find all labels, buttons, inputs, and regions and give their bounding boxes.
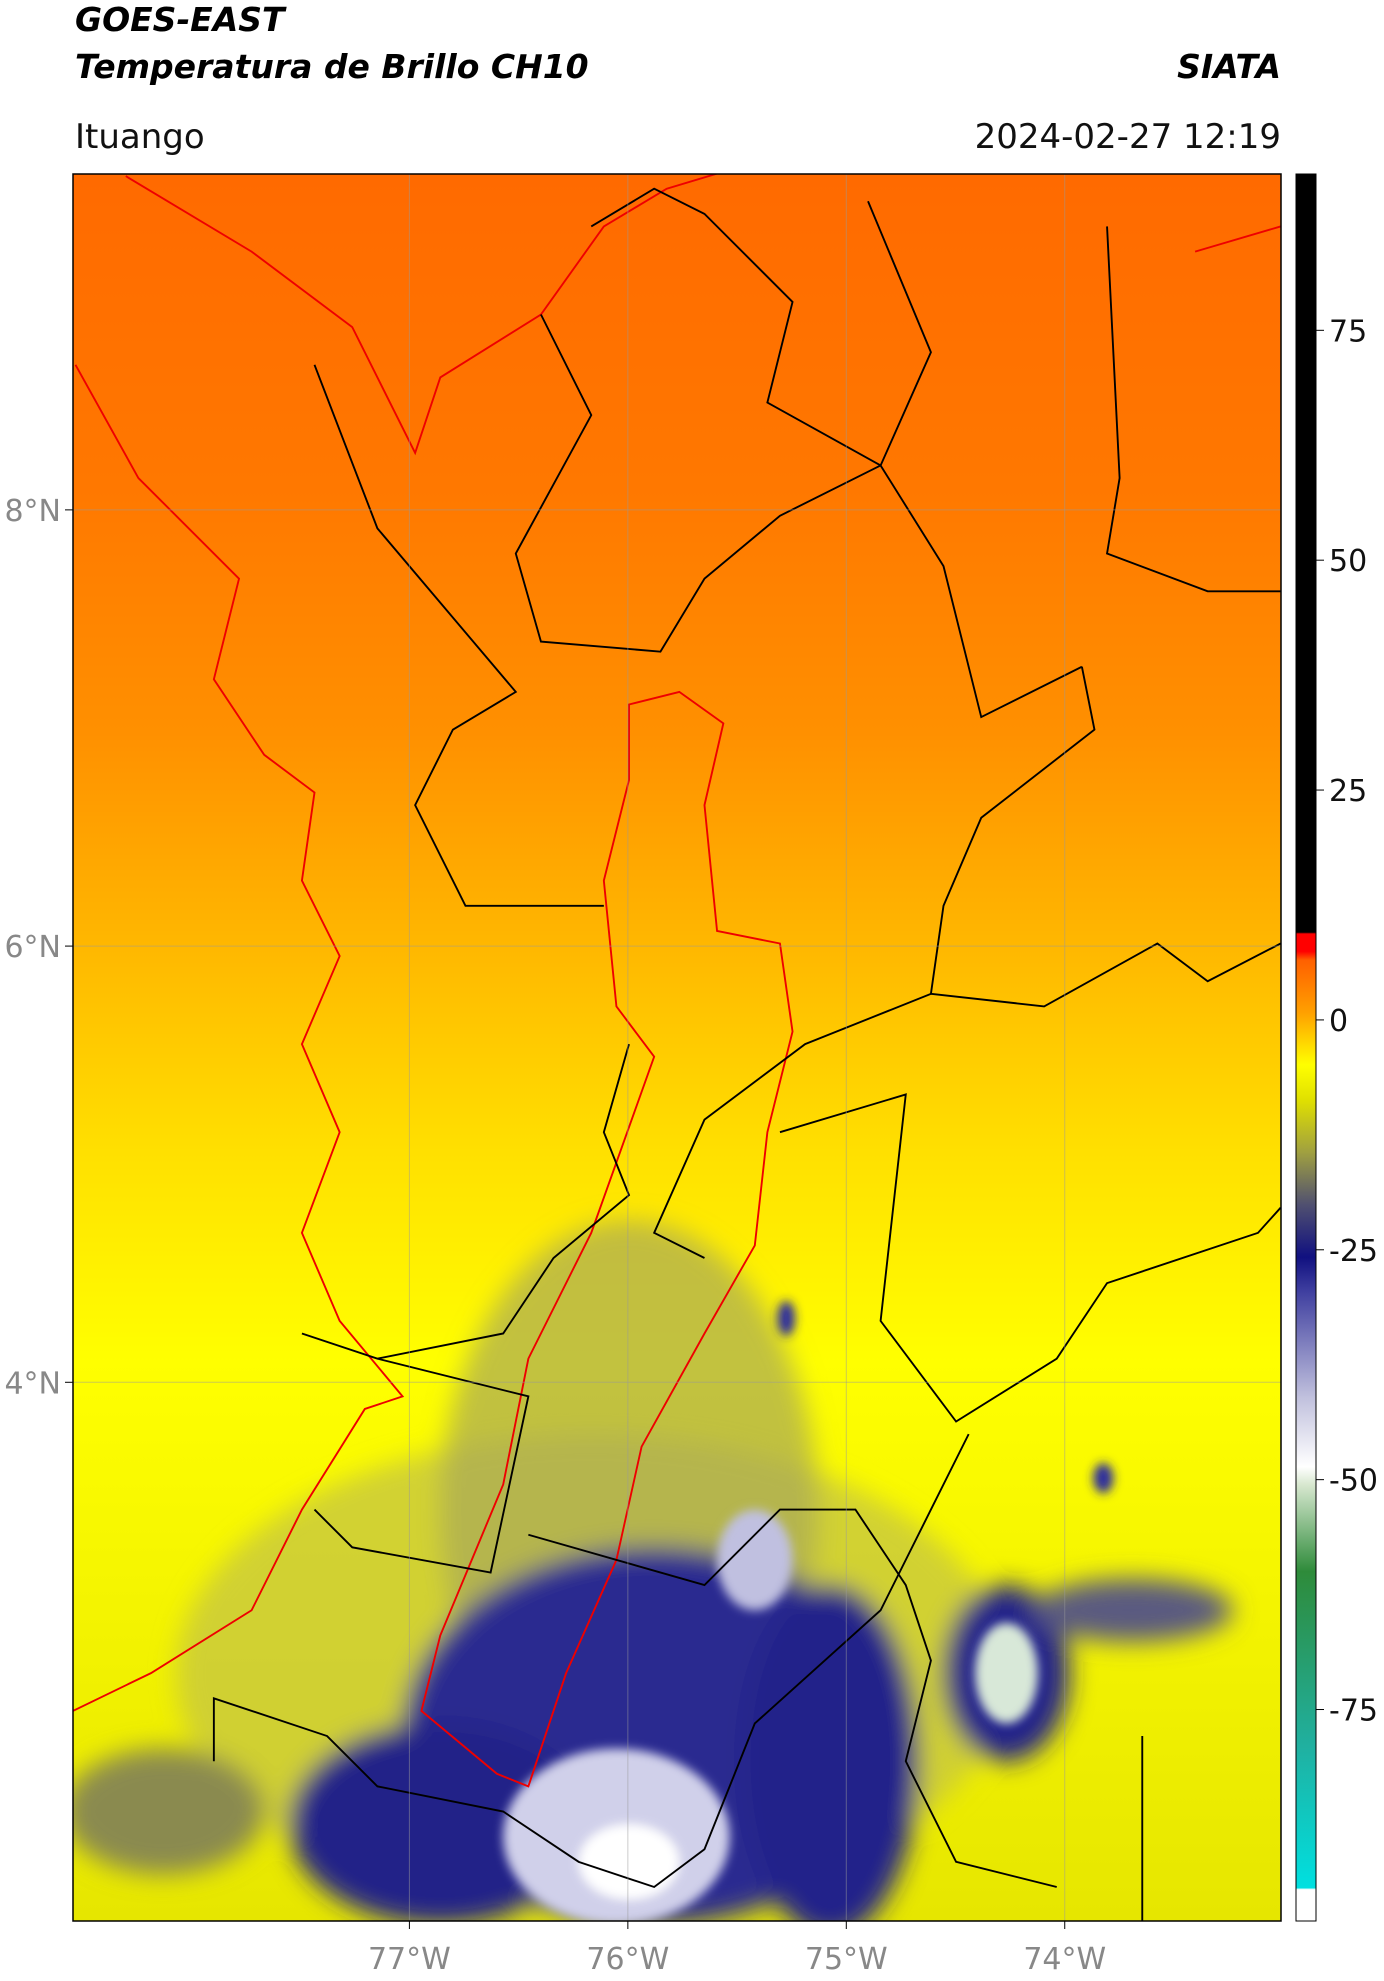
colorbar-tick-label: 0 bbox=[1329, 1004, 1348, 1039]
colorbar-ticks: 75 50 25 0 -25 -50 -75 bbox=[1316, 314, 1378, 1729]
colorbar-tick-label: -25 bbox=[1329, 1234, 1378, 1269]
x-tick-label: 75°W bbox=[805, 1942, 888, 1977]
colorbar-tick-label: -75 bbox=[1329, 1694, 1378, 1729]
y-tick-label: 8°N bbox=[4, 494, 61, 529]
x-tick-label: 77°W bbox=[368, 1942, 451, 1977]
timestamp: 2024-02-27 12:19 bbox=[975, 117, 1281, 157]
colorbar-tick-label: -50 bbox=[1329, 1464, 1378, 1499]
colorbar bbox=[1295, 173, 1317, 1922]
region: Ituango bbox=[75, 117, 205, 157]
colorbar-tick-label: 75 bbox=[1329, 314, 1367, 349]
subtitle: Temperatura de Brillo CH10 bbox=[75, 47, 589, 86]
y-tick-label: 4°N bbox=[4, 1366, 61, 1401]
storm-cells bbox=[73, 1220, 1233, 1921]
source: SIATA bbox=[1177, 47, 1281, 86]
x-tick-label: 76°W bbox=[586, 1942, 669, 1977]
map-raster bbox=[73, 174, 1281, 1921]
x-tick-label: 74°W bbox=[1023, 1942, 1106, 1977]
colorbar-tick-label: 50 bbox=[1329, 544, 1367, 579]
colorbar-tick-label: 25 bbox=[1329, 774, 1367, 809]
graticule: 77°W 76°W 75°W 74°W 8°N 6°N 4°N bbox=[4, 174, 1281, 1977]
title: GOES-EAST bbox=[75, 0, 287, 39]
map-frame bbox=[72, 173, 1282, 1922]
y-tick-label: 6°N bbox=[4, 930, 61, 965]
boundaries bbox=[73, 174, 1281, 1921]
